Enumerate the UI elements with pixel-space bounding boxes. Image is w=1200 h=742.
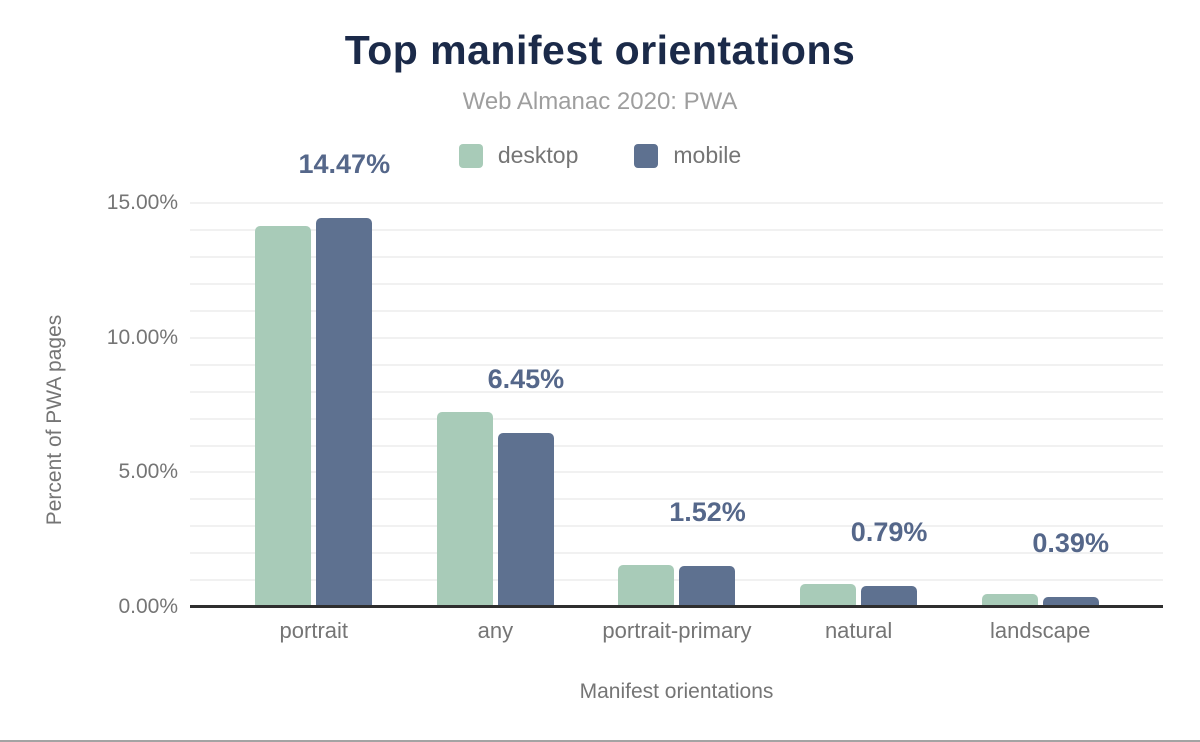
gridline-13 [190, 256, 1163, 259]
bar-group-any: 6.45% [405, 190, 587, 607]
bar-mobile-natural[interactable] [861, 585, 918, 607]
x-axis-ticks: portrait any portrait-primary natural landsc… [223, 618, 1131, 644]
gridline-10 [190, 336, 1163, 339]
y-tick-10: 10.00% [106, 325, 178, 349]
gridline-2 [190, 552, 1163, 555]
bar-mobile-any[interactable] [497, 433, 554, 607]
x-tick-portrait: portrait [279, 618, 349, 643]
legend-swatch-desktop-icon [458, 143, 483, 168]
legend-swatch-mobile-icon [634, 143, 659, 168]
bar-group-landscape: 0.39% [949, 190, 1131, 607]
y-axis-ticks: 0.00% 5.00% 10.00% 15.00% [0, 190, 178, 618]
value-label-portrait: 14.47% [298, 148, 391, 179]
bar-desktop-landscape[interactable] [981, 594, 1038, 607]
x-axis-title: Manifest orientations [579, 680, 774, 703]
gridline-15 [190, 202, 1163, 205]
x-tick-natural: natural [824, 618, 893, 643]
legend-item-desktop: desktop [458, 142, 579, 169]
x-tick-portrait-primary: portrait-primary [602, 618, 752, 643]
legend: desktop mobile [0, 142, 1200, 169]
plot-area: 14.47% 6.45% 1.52% 0.79% 0.39% [190, 150, 1163, 608]
legend-label-desktop: desktop [497, 142, 579, 168]
gridline-11 [190, 310, 1163, 313]
chart-subtitle: Web Almanac 2020: PWA [462, 88, 738, 115]
gridline-5 [190, 471, 1163, 474]
bar-pair-portrait [223, 217, 405, 607]
y-tick-5: 5.00% [118, 460, 178, 484]
bar-pair-natural [768, 584, 950, 607]
gridline-7 [190, 417, 1163, 420]
chart-title: Top manifest orientations [344, 27, 856, 73]
bar-desktop-portrait-primary[interactable] [618, 564, 675, 607]
value-label-natural: 0.79% [850, 516, 928, 547]
gridline-4 [190, 498, 1163, 501]
bar-desktop-portrait[interactable] [255, 226, 312, 607]
bar-group-portrait: 14.47% [223, 150, 405, 607]
y-tick-15: 15.00% [106, 191, 178, 215]
bar-pair-any [405, 411, 587, 607]
bar-pair-portrait-primary [586, 564, 768, 607]
bar-desktop-natural[interactable] [800, 584, 857, 607]
y-tick-0: 0.00% [118, 595, 178, 618]
value-label-any: 6.45% [487, 364, 565, 395]
gridline-12 [190, 283, 1163, 286]
gridline-1 [190, 579, 1163, 582]
bar-group-natural: 0.79% [768, 190, 950, 607]
value-label-portrait-primary: 1.52% [669, 497, 746, 528]
gridline-3 [190, 525, 1163, 528]
gridline-14 [190, 229, 1163, 232]
x-tick-any: any [477, 618, 514, 643]
legend-label-mobile: mobile [673, 142, 742, 168]
bar-mobile-portrait-primary[interactable] [679, 566, 736, 607]
x-axis-line [190, 605, 1163, 608]
bar-mobile-landscape[interactable] [1042, 596, 1099, 607]
gridline-8 [190, 390, 1163, 393]
gridline-6 [190, 444, 1163, 447]
gridline-9 [190, 363, 1163, 366]
bar-pair-landscape [949, 594, 1131, 607]
bar-groups: 14.47% 6.45% 1.52% 0.79% 0.39% [223, 150, 1131, 607]
bar-mobile-portrait[interactable] [316, 217, 373, 607]
bar-desktop-any[interactable] [436, 411, 493, 607]
value-label-landscape: 0.39% [1032, 527, 1109, 558]
bar-group-portrait-primary: 1.52% [586, 190, 768, 607]
legend-item-mobile: mobile [634, 142, 741, 169]
x-tick-landscape: landscape [990, 618, 1091, 643]
